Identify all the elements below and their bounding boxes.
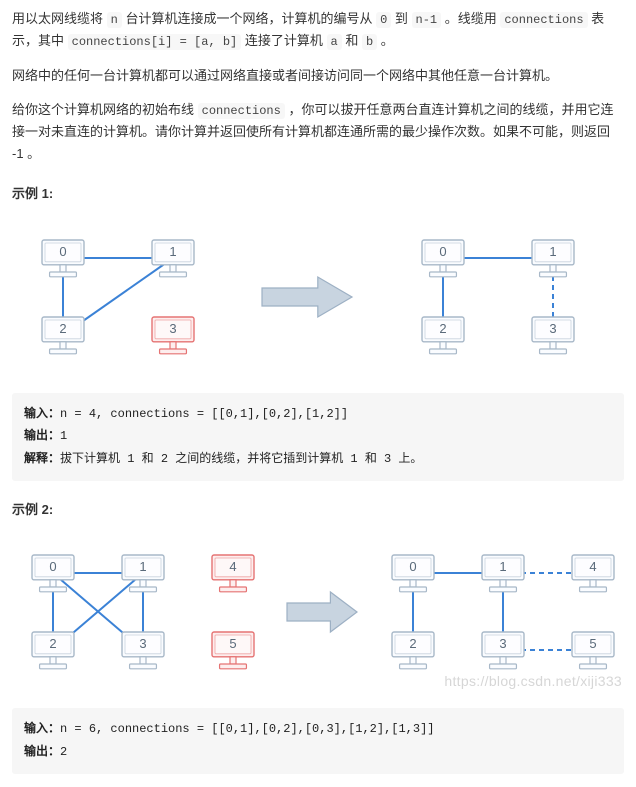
text: 。线缆用: [441, 11, 500, 26]
svg-text:2: 2: [59, 321, 66, 336]
input-value: n = 6, connections = [[0,1],[0,2],[0,3],…: [60, 722, 434, 736]
svg-text:0: 0: [439, 244, 446, 259]
problem-description: 用以太网线缆将 n 台计算机连接成一个网络，计算机的编号从 0 到 n-1 。线…: [12, 8, 624, 165]
svg-text:2: 2: [49, 636, 56, 651]
code-zero: 0: [376, 12, 391, 28]
text: 和: [342, 33, 362, 48]
output-label: 输出：: [24, 745, 60, 759]
text: 到: [391, 11, 411, 26]
svg-text:0: 0: [49, 559, 56, 574]
text: 。: [377, 33, 394, 48]
svg-text:2: 2: [409, 636, 416, 651]
svg-text:4: 4: [589, 559, 596, 574]
example-1-diagram: 0 1 2 3 0 1 2 3: [12, 222, 624, 372]
svg-text:4: 4: [229, 559, 236, 574]
output-value: 2: [60, 745, 67, 759]
code-b: b: [362, 34, 377, 50]
text: 连接了计算机: [241, 33, 326, 48]
svg-text:3: 3: [499, 636, 506, 651]
svg-text:3: 3: [139, 636, 146, 651]
example-1-codeblock: 输入：n = 4, connections = [[0,1],[0,2],[1,…: [12, 393, 624, 481]
code-connections-2: connections: [198, 103, 285, 119]
example-2-diagram: 0 1 4 2 3 5 0 1 4 2 3 5: [12, 537, 624, 687]
example-2-codeblock: 输入：n = 6, connections = [[0,1],[0,2],[0,…: [12, 708, 624, 774]
output-value: 1: [60, 429, 67, 443]
input-value: n = 4, connections = [[0,1],[0,2],[1,2]]: [60, 407, 348, 421]
svg-text:1: 1: [139, 559, 146, 574]
input-label: 输入：: [24, 722, 60, 736]
svg-text:5: 5: [589, 636, 596, 651]
code-connections-i: connections[i] = [a, b]: [68, 34, 242, 50]
svg-text:3: 3: [549, 321, 556, 336]
svg-text:1: 1: [169, 244, 176, 259]
example-2-title: 示例 2:: [12, 499, 624, 521]
svg-text:0: 0: [409, 559, 416, 574]
svg-text:0: 0: [59, 244, 66, 259]
text: 台计算机连接成一个网络，计算机的编号从: [122, 11, 376, 26]
output-label: 输出：: [24, 429, 60, 443]
svg-text:2: 2: [439, 321, 446, 336]
example-1-title: 示例 1:: [12, 183, 624, 205]
text: 给你这个计算机网络的初始布线: [12, 102, 198, 117]
code-a: a: [327, 34, 342, 50]
code-n: n: [107, 12, 122, 28]
code-n-minus-1: n-1: [412, 12, 442, 28]
desc-paragraph-3: 给你这个计算机网络的初始布线 connections ，你可以拔开任意两台直连计…: [12, 99, 624, 166]
explain-value: 拔下计算机 1 和 2 之间的线缆，并将它插到计算机 1 和 3 上。: [60, 452, 422, 466]
explain-label: 解释：: [24, 452, 60, 466]
svg-text:1: 1: [499, 559, 506, 574]
svg-text:3: 3: [169, 321, 176, 336]
desc-paragraph-1: 用以太网线缆将 n 台计算机连接成一个网络，计算机的编号从 0 到 n-1 。线…: [12, 8, 624, 53]
input-label: 输入：: [24, 407, 60, 421]
code-connections: connections: [500, 12, 587, 28]
svg-text:1: 1: [549, 244, 556, 259]
desc-paragraph-2: 网络中的任何一台计算机都可以通过网络直接或者间接访问同一个网络中其他任意一台计算…: [12, 65, 624, 87]
svg-text:5: 5: [229, 636, 236, 651]
text: 用以太网线缆将: [12, 11, 107, 26]
